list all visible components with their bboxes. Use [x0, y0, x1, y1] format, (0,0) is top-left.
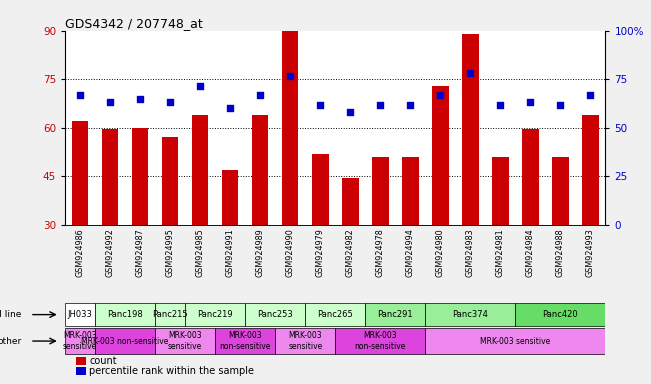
Bar — [155, 328, 215, 354]
Text: GSM924988: GSM924988 — [556, 228, 565, 277]
Bar — [65, 303, 95, 326]
Text: GSM924992: GSM924992 — [105, 228, 115, 277]
Bar — [252, 115, 268, 225]
Text: Panc420: Panc420 — [542, 310, 578, 319]
Text: JH033: JH033 — [68, 310, 92, 319]
Bar — [162, 137, 178, 225]
Text: GSM924986: GSM924986 — [76, 228, 85, 277]
Bar — [282, 31, 299, 225]
Bar — [522, 129, 538, 225]
Point — [285, 73, 296, 79]
Text: Panc215: Panc215 — [152, 310, 188, 319]
Bar — [312, 154, 329, 225]
Text: Panc253: Panc253 — [257, 310, 293, 319]
Bar — [102, 129, 118, 225]
Point — [105, 99, 115, 105]
Bar — [192, 115, 208, 225]
Bar — [462, 34, 478, 225]
Bar — [132, 128, 148, 225]
Text: GSM924981: GSM924981 — [496, 228, 505, 277]
Bar — [402, 157, 419, 225]
Text: GSM924985: GSM924985 — [196, 228, 204, 277]
Text: Panc374: Panc374 — [452, 310, 488, 319]
Bar — [552, 157, 569, 225]
Text: other: other — [0, 336, 22, 346]
Text: GSM924984: GSM924984 — [526, 228, 535, 277]
Bar — [215, 328, 275, 354]
Bar — [342, 178, 359, 225]
Text: MRK-003
sensitive: MRK-003 sensitive — [288, 331, 322, 351]
Text: GSM924994: GSM924994 — [406, 228, 415, 277]
Point — [375, 102, 385, 108]
Point — [585, 92, 596, 98]
Point — [435, 92, 445, 98]
Point — [495, 102, 506, 108]
Bar — [72, 121, 89, 225]
Text: MRK-003
sensitive: MRK-003 sensitive — [63, 331, 97, 351]
Point — [225, 105, 236, 111]
Bar — [516, 303, 605, 326]
Point — [345, 108, 355, 114]
Point — [315, 102, 326, 108]
Point — [405, 102, 415, 108]
Text: Panc219: Panc219 — [197, 310, 233, 319]
Bar — [95, 303, 155, 326]
Text: MRK-003
non-sensitive: MRK-003 non-sensitive — [355, 331, 406, 351]
Text: GSM924978: GSM924978 — [376, 228, 385, 277]
Point — [135, 96, 145, 102]
Bar — [365, 303, 425, 326]
Point — [465, 70, 475, 76]
Bar — [65, 328, 95, 354]
Text: MRK-003
sensitive: MRK-003 sensitive — [168, 331, 202, 351]
Bar — [155, 303, 185, 326]
Text: GSM924993: GSM924993 — [586, 228, 595, 277]
Point — [165, 99, 175, 105]
Text: cell line: cell line — [0, 310, 22, 319]
Bar — [76, 367, 86, 375]
Point — [555, 102, 566, 108]
Text: percentile rank within the sample: percentile rank within the sample — [89, 366, 255, 376]
Bar — [425, 328, 605, 354]
Bar — [582, 115, 599, 225]
Text: GSM924990: GSM924990 — [286, 228, 295, 277]
Text: MRK-003
non-sensitive: MRK-003 non-sensitive — [219, 331, 271, 351]
Text: Panc291: Panc291 — [378, 310, 413, 319]
Text: Panc265: Panc265 — [318, 310, 353, 319]
Text: GSM924979: GSM924979 — [316, 228, 325, 277]
Point — [75, 92, 85, 98]
Text: GDS4342 / 207748_at: GDS4342 / 207748_at — [65, 17, 203, 30]
Point — [255, 92, 266, 98]
Text: GSM924991: GSM924991 — [226, 228, 235, 277]
Text: Panc198: Panc198 — [107, 310, 143, 319]
Text: MRK-003 sensitive: MRK-003 sensitive — [480, 336, 551, 346]
Text: count: count — [89, 356, 117, 366]
Bar — [185, 303, 245, 326]
Text: GSM924989: GSM924989 — [256, 228, 265, 277]
Bar — [222, 170, 238, 225]
Text: GSM924987: GSM924987 — [135, 228, 145, 277]
Text: GSM924983: GSM924983 — [466, 228, 475, 277]
Text: GSM924995: GSM924995 — [165, 228, 174, 277]
Point — [195, 83, 206, 89]
Bar — [245, 303, 305, 326]
Text: GSM924982: GSM924982 — [346, 228, 355, 277]
Text: MRK-003 non-sensitive: MRK-003 non-sensitive — [81, 336, 169, 346]
Bar — [372, 157, 389, 225]
Bar — [492, 157, 508, 225]
Bar — [305, 303, 365, 326]
Bar — [275, 328, 335, 354]
Bar — [76, 357, 86, 365]
Bar — [425, 303, 516, 326]
Point — [525, 99, 536, 105]
Bar — [335, 328, 425, 354]
Bar — [432, 86, 449, 225]
Text: GSM924980: GSM924980 — [436, 228, 445, 277]
Bar — [95, 328, 155, 354]
